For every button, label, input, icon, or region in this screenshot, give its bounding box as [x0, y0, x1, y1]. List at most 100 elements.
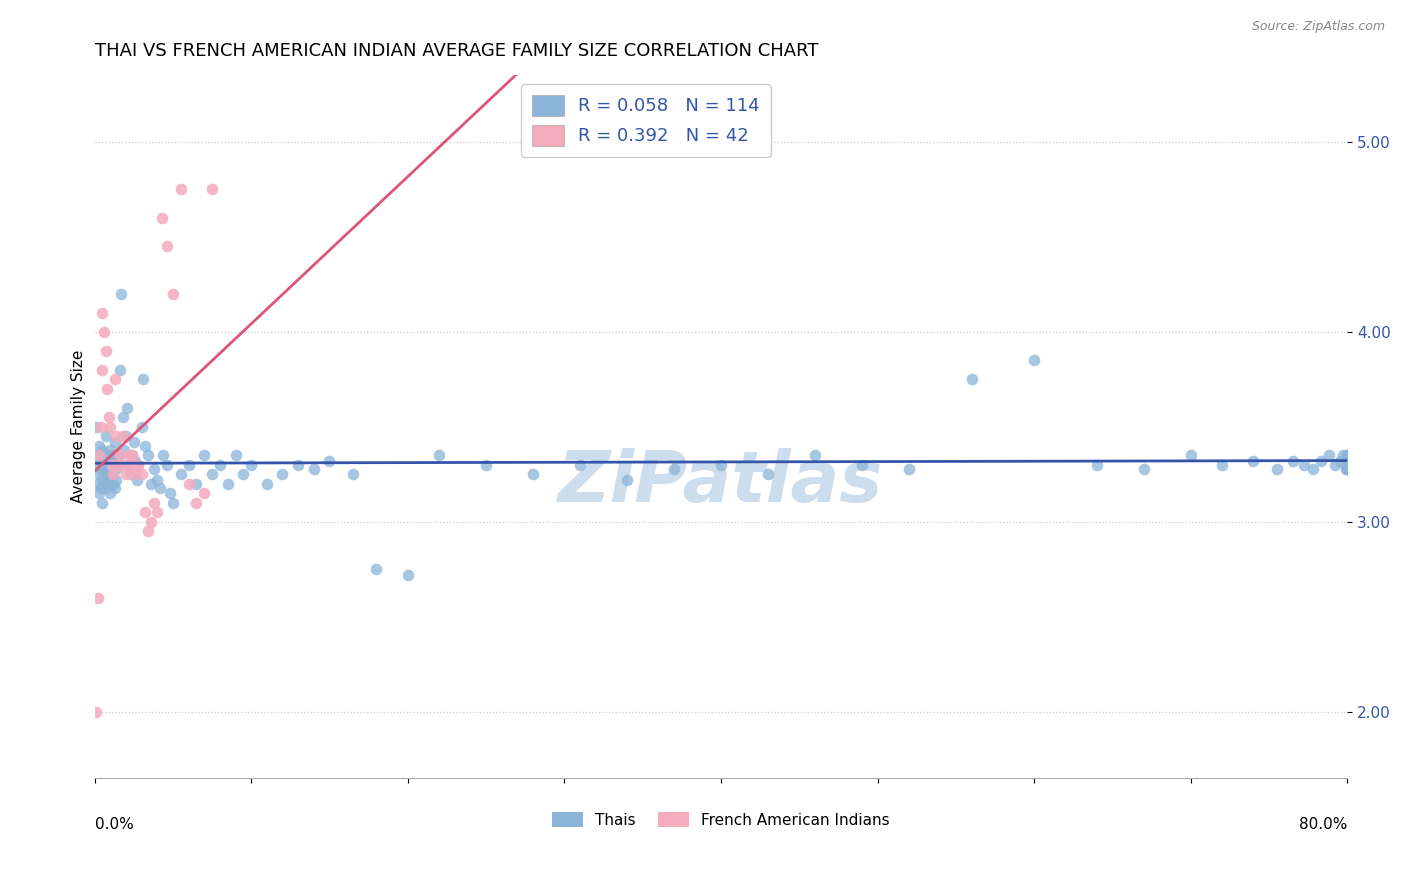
Point: [256, 476, 278, 491]
Point: [98, 419, 121, 434]
Text: Source: ZipAtlas.com: Source: ZipAtlas.com: [1251, 20, 1385, 33]
Point: [131, 419, 153, 434]
Point: [103, 476, 125, 491]
Point: [86, 476, 108, 491]
Point: [104, 372, 127, 386]
Point: [101, 448, 124, 462]
Point: [107, 448, 129, 462]
Point: [170, 182, 193, 196]
Point: [427, 448, 450, 462]
Point: [186, 496, 208, 510]
Point: [115, 467, 138, 482]
Point: [107, 458, 129, 472]
Point: [96, 461, 118, 475]
Point: [91, 362, 114, 376]
Point: [112, 458, 135, 472]
Y-axis label: Average Family Size: Average Family Size: [72, 350, 86, 503]
Point: [1323, 458, 1346, 472]
Point: [105, 473, 128, 487]
Point: [201, 467, 224, 482]
Point: [616, 473, 638, 487]
Legend: Thais, French American Indians: Thais, French American Indians: [546, 805, 896, 834]
Point: [111, 410, 134, 425]
Point: [139, 515, 162, 529]
Point: [84, 458, 107, 472]
Point: [93, 325, 115, 339]
Point: [193, 486, 215, 500]
Point: [146, 473, 169, 487]
Point: [569, 458, 592, 472]
Point: [96, 382, 118, 396]
Point: [111, 429, 134, 443]
Point: [960, 372, 983, 386]
Point: [804, 448, 827, 462]
Point: [108, 448, 131, 462]
Point: [177, 458, 200, 472]
Point: [125, 461, 148, 475]
Point: [97, 410, 120, 425]
Point: [1085, 458, 1108, 472]
Point: [1336, 454, 1358, 468]
Point: [162, 286, 184, 301]
Point: [193, 448, 215, 462]
Point: [1180, 448, 1202, 462]
Point: [121, 448, 143, 462]
Point: [91, 306, 114, 320]
Point: [1329, 454, 1351, 468]
Point: [1302, 461, 1324, 475]
Point: [186, 476, 208, 491]
Point: [897, 461, 920, 475]
Text: ZiPatlas: ZiPatlas: [558, 449, 883, 517]
Text: THAI VS FRENCH AMERICAN INDIAN AVERAGE FAMILY SIZE CORRELATION CHART: THAI VS FRENCH AMERICAN INDIAN AVERAGE F…: [94, 42, 818, 60]
Point: [89, 486, 111, 500]
Point: [105, 429, 128, 443]
Point: [152, 448, 174, 462]
Point: [143, 496, 166, 510]
Point: [110, 286, 132, 301]
Point: [131, 467, 153, 482]
Point: [1336, 454, 1358, 468]
Point: [93, 458, 115, 472]
Point: [112, 442, 135, 457]
Point: [86, 591, 108, 605]
Point: [1024, 353, 1046, 368]
Point: [1336, 448, 1358, 462]
Point: [302, 461, 325, 475]
Point: [271, 467, 294, 482]
Point: [1281, 454, 1303, 468]
Point: [108, 362, 131, 376]
Point: [115, 429, 138, 443]
Point: [93, 476, 115, 491]
Point: [91, 473, 114, 487]
Point: [342, 467, 364, 482]
Point: [104, 481, 127, 495]
Point: [94, 429, 117, 443]
Point: [177, 476, 200, 491]
Point: [84, 419, 107, 434]
Text: 80.0%: 80.0%: [1299, 817, 1347, 832]
Point: [475, 458, 498, 472]
Point: [91, 496, 114, 510]
Point: [120, 458, 142, 472]
Point: [90, 481, 112, 495]
Point: [1336, 461, 1358, 475]
Point: [149, 481, 172, 495]
Point: [86, 448, 108, 462]
Point: [1309, 454, 1331, 468]
Point: [159, 486, 181, 500]
Point: [89, 448, 111, 462]
Point: [118, 448, 141, 462]
Point: [1334, 461, 1357, 475]
Point: [225, 448, 247, 462]
Point: [1336, 458, 1358, 472]
Point: [127, 458, 149, 472]
Point: [1241, 454, 1264, 468]
Point: [120, 467, 142, 482]
Point: [396, 568, 419, 582]
Point: [132, 372, 155, 386]
Point: [217, 476, 239, 491]
Point: [94, 343, 117, 358]
Point: [91, 442, 114, 457]
Point: [89, 467, 111, 482]
Point: [90, 454, 112, 468]
